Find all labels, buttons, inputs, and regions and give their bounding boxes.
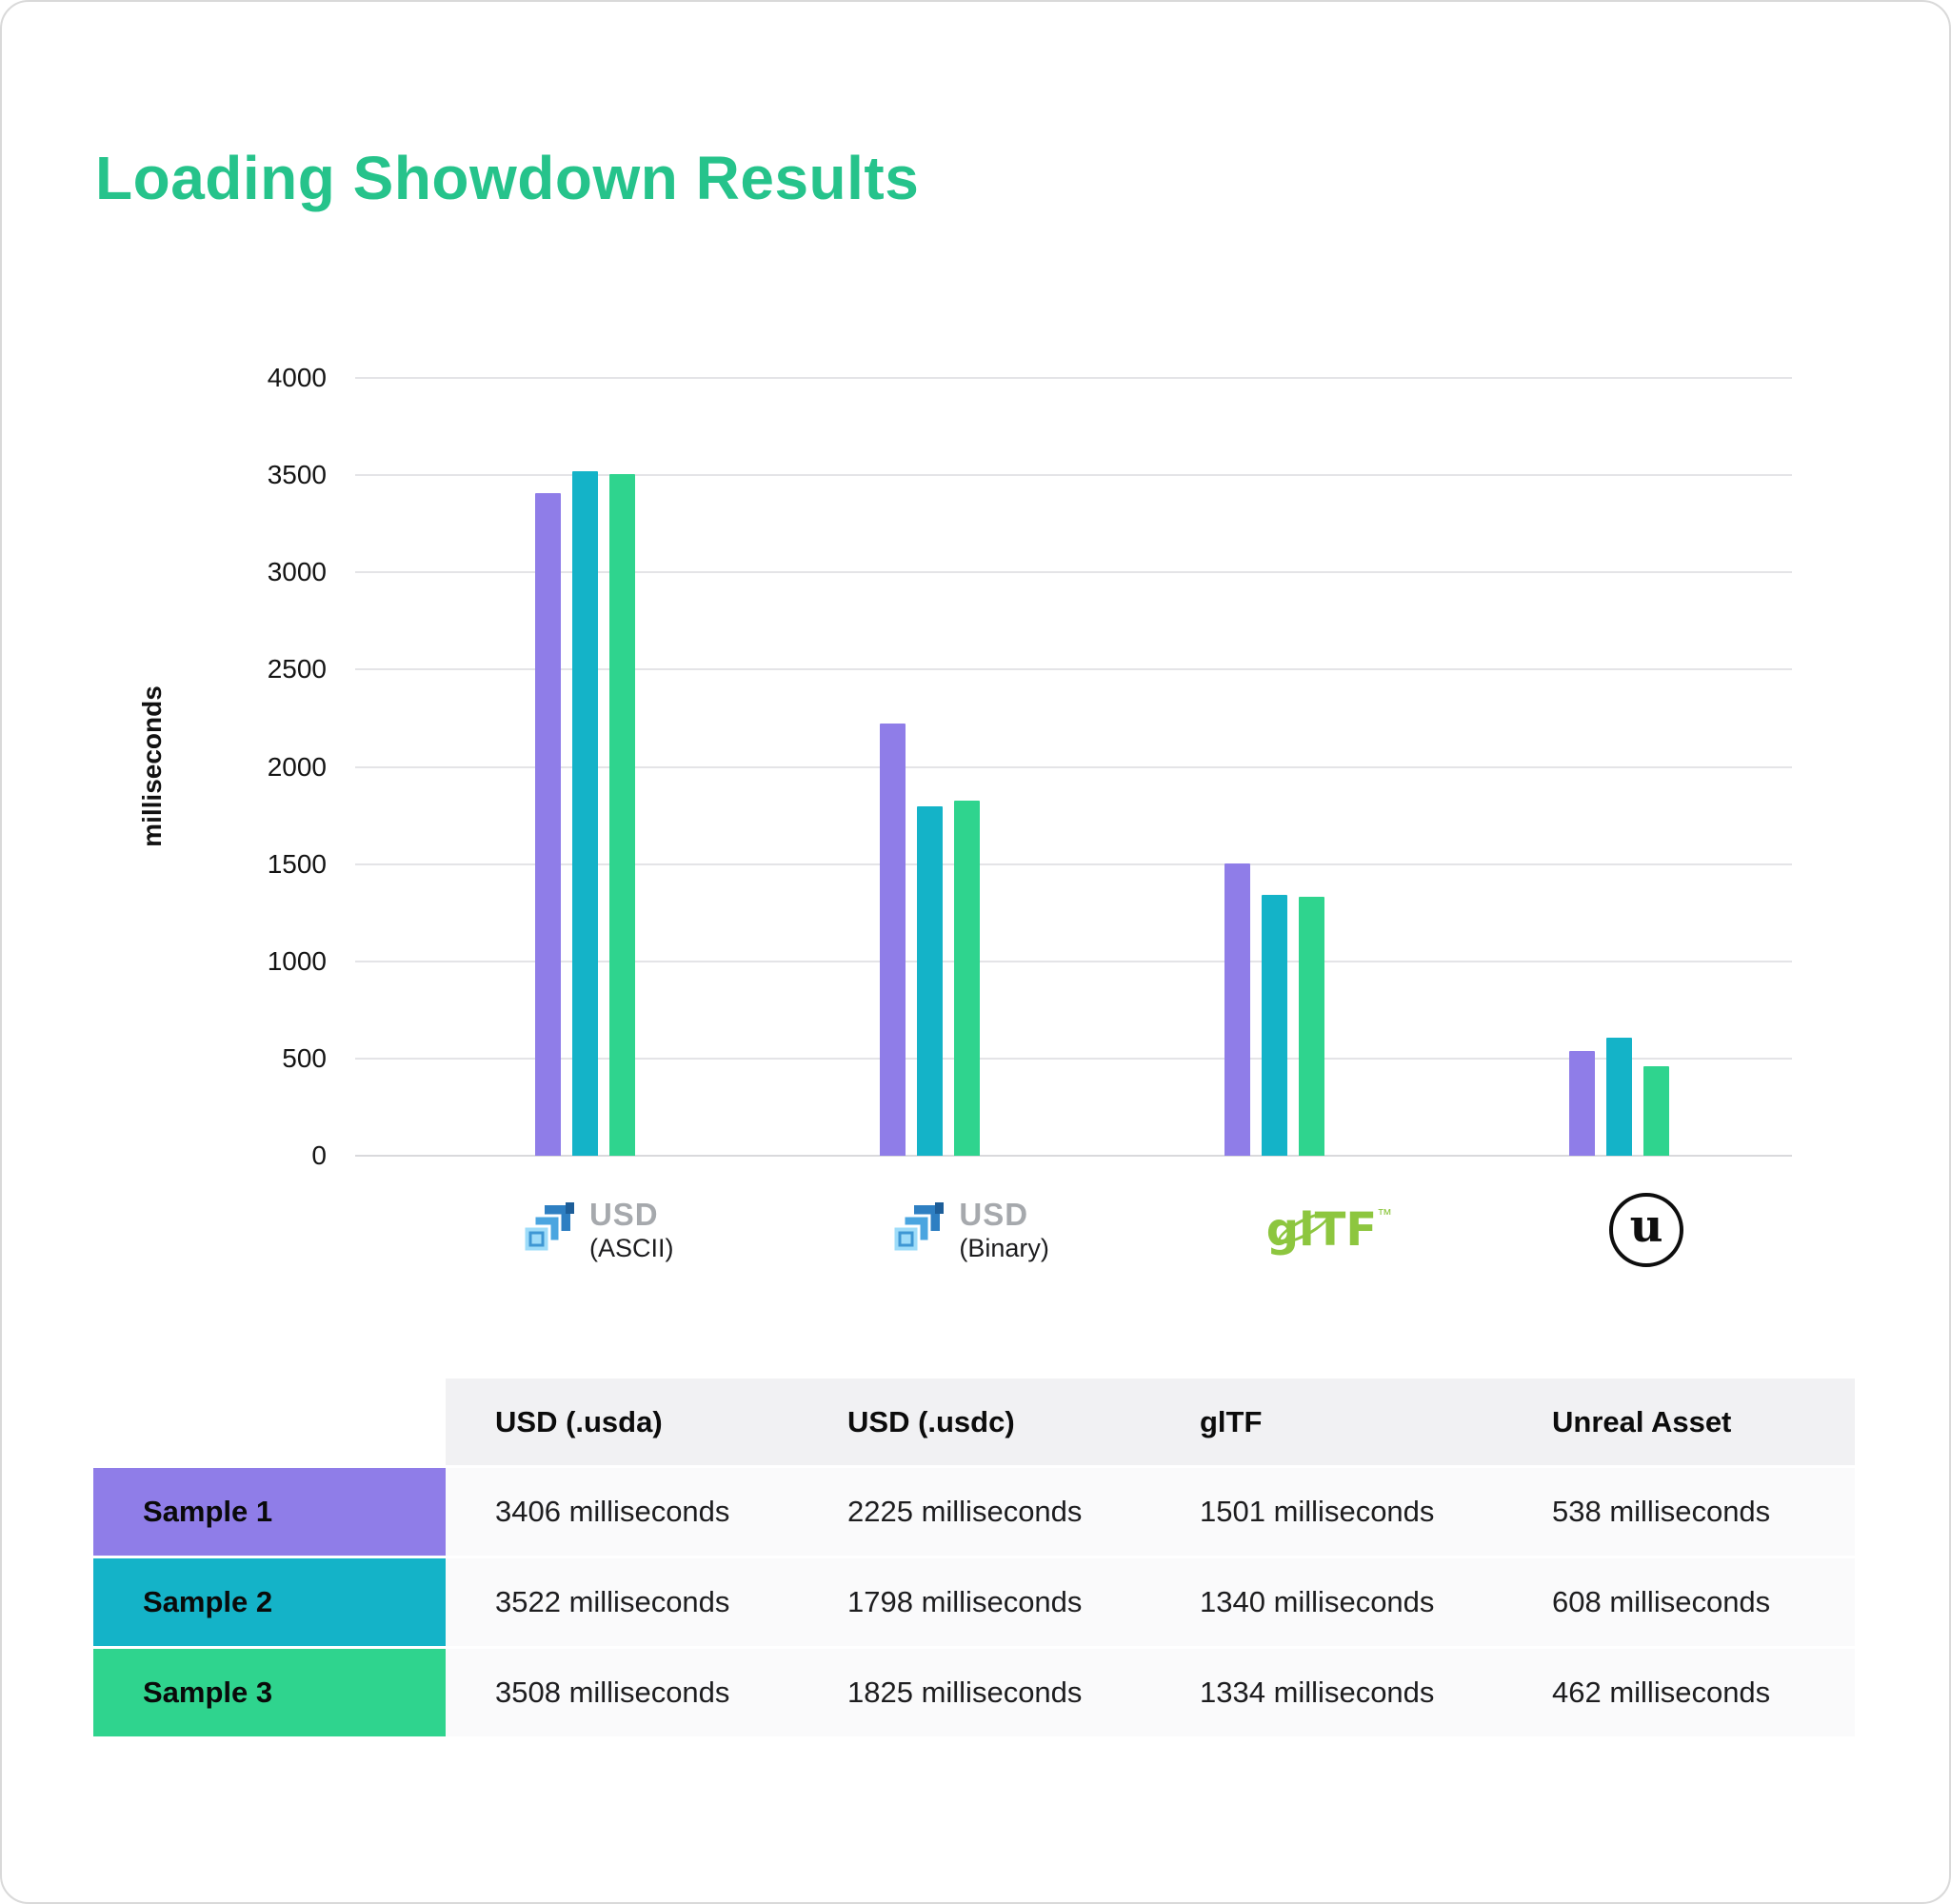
table-header: USD (.usdc) bbox=[798, 1378, 1150, 1468]
bar-sample-3 bbox=[608, 473, 635, 1156]
x-axis-item-usd-binary: USD (Binary) bbox=[890, 1184, 1049, 1276]
x-axis-item-unreal: u bbox=[1609, 1184, 1684, 1276]
gltf-logo-icon: glTF ™ bbox=[1265, 1203, 1393, 1257]
usd-sublabel: (Binary) bbox=[959, 1233, 1049, 1262]
bar-sample-1 bbox=[1224, 863, 1251, 1156]
gridline bbox=[355, 1057, 1792, 1060]
y-axis-tick-label: 1500 bbox=[267, 848, 327, 879]
usd-sublabel: (ASCII) bbox=[588, 1233, 674, 1262]
table-cell: 3508 milliseconds bbox=[446, 1649, 798, 1739]
table-header: Unreal Asset bbox=[1503, 1378, 1855, 1468]
plot-area: 4000 3500 3000 2500 2000 1500 1000 500 0 bbox=[268, 363, 1792, 1170]
usd-label: USD bbox=[588, 1196, 659, 1232]
gridline bbox=[355, 960, 1792, 962]
bar-sample-2 bbox=[1606, 1037, 1633, 1156]
gridline bbox=[355, 377, 1792, 379]
usd-label-group: USD (Binary) bbox=[959, 1196, 1049, 1263]
bar-sample-3 bbox=[953, 801, 980, 1156]
gridline bbox=[355, 474, 1792, 477]
table-cell: 1798 milliseconds bbox=[798, 1558, 1150, 1649]
table-header: USD (.usda) bbox=[446, 1378, 798, 1468]
bar-sample-3 bbox=[1643, 1065, 1670, 1156]
table-row-label: Sample 3 bbox=[93, 1649, 446, 1739]
x-axis-item-usd-ascii: USD (ASCII) bbox=[521, 1184, 674, 1276]
unreal-u-glyph: u bbox=[1629, 1200, 1663, 1253]
bar-group-unreal-asset bbox=[1569, 378, 1670, 1156]
page-title: Loading Showdown Results bbox=[95, 144, 920, 212]
gridline bbox=[355, 571, 1792, 574]
unreal-logo-icon: u bbox=[1609, 1193, 1684, 1267]
gridline bbox=[355, 668, 1792, 671]
table-header-empty bbox=[93, 1378, 446, 1468]
gridline bbox=[355, 1155, 1792, 1157]
table-cell: 1825 milliseconds bbox=[798, 1649, 1150, 1739]
bar-sample-1 bbox=[879, 723, 906, 1156]
gridline bbox=[355, 765, 1792, 768]
y-axis-tick-label: 2000 bbox=[267, 751, 327, 782]
usd-logo-icon bbox=[522, 1202, 574, 1254]
bar-sample-1 bbox=[534, 493, 561, 1156]
gridline bbox=[355, 863, 1792, 865]
x-axis-labels: USD (ASCII) USD (Binary) glTF ™ u bbox=[355, 1184, 1792, 1276]
bar-group-usd-ascii- bbox=[534, 378, 635, 1156]
bar-groups bbox=[355, 378, 1792, 1156]
y-axis-tick-label: 1000 bbox=[267, 945, 327, 976]
usd-label-group: USD (ASCII) bbox=[588, 1196, 674, 1263]
x-axis-item-gltf: glTF ™ bbox=[1266, 1184, 1392, 1276]
y-axis-tick-label: 2500 bbox=[267, 654, 327, 684]
table-cell: 3406 milliseconds bbox=[446, 1468, 798, 1558]
table-row-label: Sample 2 bbox=[93, 1558, 446, 1649]
bar-sample-2 bbox=[571, 470, 598, 1156]
y-axis-tick-label: 3500 bbox=[267, 460, 327, 490]
bar-sample-3 bbox=[1299, 896, 1325, 1156]
table-cell: 462 milliseconds bbox=[1503, 1649, 1855, 1739]
table-cell: 1334 milliseconds bbox=[1150, 1649, 1503, 1739]
y-axis-tick-label: 500 bbox=[282, 1042, 327, 1073]
usd-logo-icon bbox=[891, 1202, 945, 1254]
y-axis-tick-label: 0 bbox=[311, 1140, 327, 1170]
bar-sample-2 bbox=[916, 805, 943, 1156]
table-cell: 1340 milliseconds bbox=[1150, 1558, 1503, 1649]
y-axis-tick-label: 4000 bbox=[267, 363, 327, 392]
bar-group-usd-binary- bbox=[879, 378, 980, 1156]
y-axis-tick-label: 3000 bbox=[267, 557, 327, 587]
bar-sample-1 bbox=[1569, 1051, 1596, 1156]
table-cell: 1501 milliseconds bbox=[1150, 1468, 1503, 1558]
bar-group-gltf bbox=[1224, 378, 1325, 1156]
table-header: glTF bbox=[1150, 1378, 1503, 1468]
table-cell: 2225 milliseconds bbox=[798, 1468, 1150, 1558]
gltf-trademark: ™ bbox=[1377, 1207, 1393, 1223]
gltf-logo-text: glTF bbox=[1265, 1203, 1378, 1257]
y-axis-label: milliseconds bbox=[137, 685, 167, 847]
table-row-label: Sample 1 bbox=[93, 1468, 446, 1558]
bar-sample-2 bbox=[1262, 895, 1288, 1156]
usd-label: USD bbox=[959, 1196, 1029, 1232]
results-table: USD (.usda) USD (.usdc) glTF Unreal Asset Sa… bbox=[93, 1378, 1855, 1739]
table-cell: 538 milliseconds bbox=[1503, 1468, 1855, 1558]
table-cell: 3522 milliseconds bbox=[446, 1558, 798, 1649]
table-cell: 608 milliseconds bbox=[1503, 1558, 1855, 1649]
